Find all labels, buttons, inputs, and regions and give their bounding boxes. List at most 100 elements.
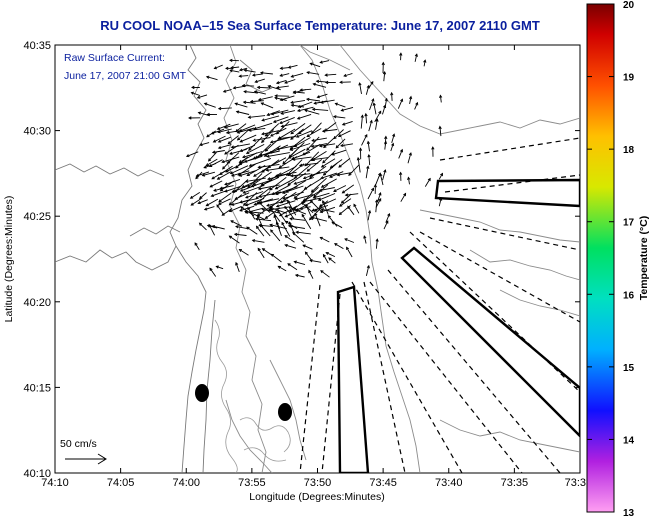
current-vector-head [415,101,419,106]
current-vector-head [224,151,228,155]
current-vector [262,248,273,256]
current-vector-head [274,96,278,100]
current-vector-head [284,220,289,224]
current-vector-head [270,253,275,257]
current-vector [270,229,281,242]
current-vector [398,149,403,159]
current-vector [210,180,223,188]
current-vector-head [256,85,261,90]
current-vector-head [322,200,326,204]
current-vector-head [297,104,302,108]
current-vector-head [212,139,217,143]
current-vector-head [261,118,265,122]
colorbar-tick-label: 20 [623,0,635,11]
current-vector [197,94,208,99]
current-vector-head [269,223,273,227]
current-vector-head [281,221,285,226]
current-vector [257,86,271,89]
x-tick-label: 73:45 [369,477,397,489]
current-vector-head [337,134,342,138]
current-vector-head [230,66,234,70]
current-vector-head [253,173,257,177]
current-vector-head [407,176,411,181]
current-vector [218,198,231,205]
current-vector-head [258,194,262,199]
current-vector-head [260,182,264,186]
current-vector-head [247,115,252,119]
current-vector [268,85,281,91]
current-vector [302,244,313,250]
current-vector [255,218,272,222]
current-vector-head [296,108,301,113]
current-vector [292,156,312,161]
current-vector-head [217,106,222,111]
current-vector [318,193,336,201]
colorbar [586,3,615,513]
current-vector [240,184,257,192]
current-vector-head [414,53,418,57]
current-vector-head [302,176,307,180]
current-vector-head [312,195,317,199]
current-vector [308,270,314,279]
current-vector [305,251,313,262]
current-vector-head [269,140,274,144]
current-vector-head [238,68,243,72]
current-vector-head [195,173,200,177]
current-vector [204,206,215,211]
current-vector-head [213,66,218,70]
buoy-marker [195,384,209,402]
current-vector [245,177,266,183]
current-vector-head [217,145,222,150]
current-vector-head [211,224,216,229]
current-vector [278,136,296,140]
current-vector [247,173,263,188]
current-vector [212,150,225,153]
current-vector-head [319,60,323,64]
current-vector-head [201,173,206,177]
current-vector-head [308,269,312,274]
colorbar-tick-label: 16 [623,290,635,301]
scale-label: 50 cm/s [60,438,97,450]
current-vector [312,157,329,161]
current-vector [329,171,344,178]
current-vector [290,128,304,140]
current-vector-head [293,260,297,264]
x-tick-label: 73:55 [238,477,266,489]
current-vector [244,211,264,214]
current-vector [266,199,288,207]
current-vector [319,198,337,207]
current-vector [275,186,298,195]
current-vector-head [375,238,379,242]
current-vector [239,249,249,256]
current-vector-head [270,207,274,212]
current-vector-head [371,98,375,102]
current-vector-head [383,169,387,173]
current-vector-head [280,111,284,115]
current-vector [242,85,255,87]
current-vector-head [399,171,403,176]
current-vector [191,92,201,96]
current-vector [299,162,319,166]
current-vector [291,72,304,78]
current-vector-head [288,221,292,225]
current-vector [284,79,296,84]
current-vector-head [243,68,247,73]
current-vector [235,192,250,200]
current-vector [276,200,296,208]
current-vector-head [305,97,310,102]
current-vector-head [332,115,337,119]
current-vector [285,180,307,193]
current-vector-head [198,222,203,226]
current-vector-head [318,188,323,192]
current-vector-head [310,216,315,220]
current-vector-head [390,91,394,96]
current-vector-head [303,186,308,190]
current-vector-head [209,267,213,271]
current-vector [328,257,336,264]
current-vector [306,98,321,102]
x-axis-label: Longitude (Degrees:Minutes) [249,491,384,503]
current-vector [424,178,431,187]
current-vector-head [344,238,348,242]
current-vector-head [328,257,332,261]
current-vector-head [290,174,294,178]
